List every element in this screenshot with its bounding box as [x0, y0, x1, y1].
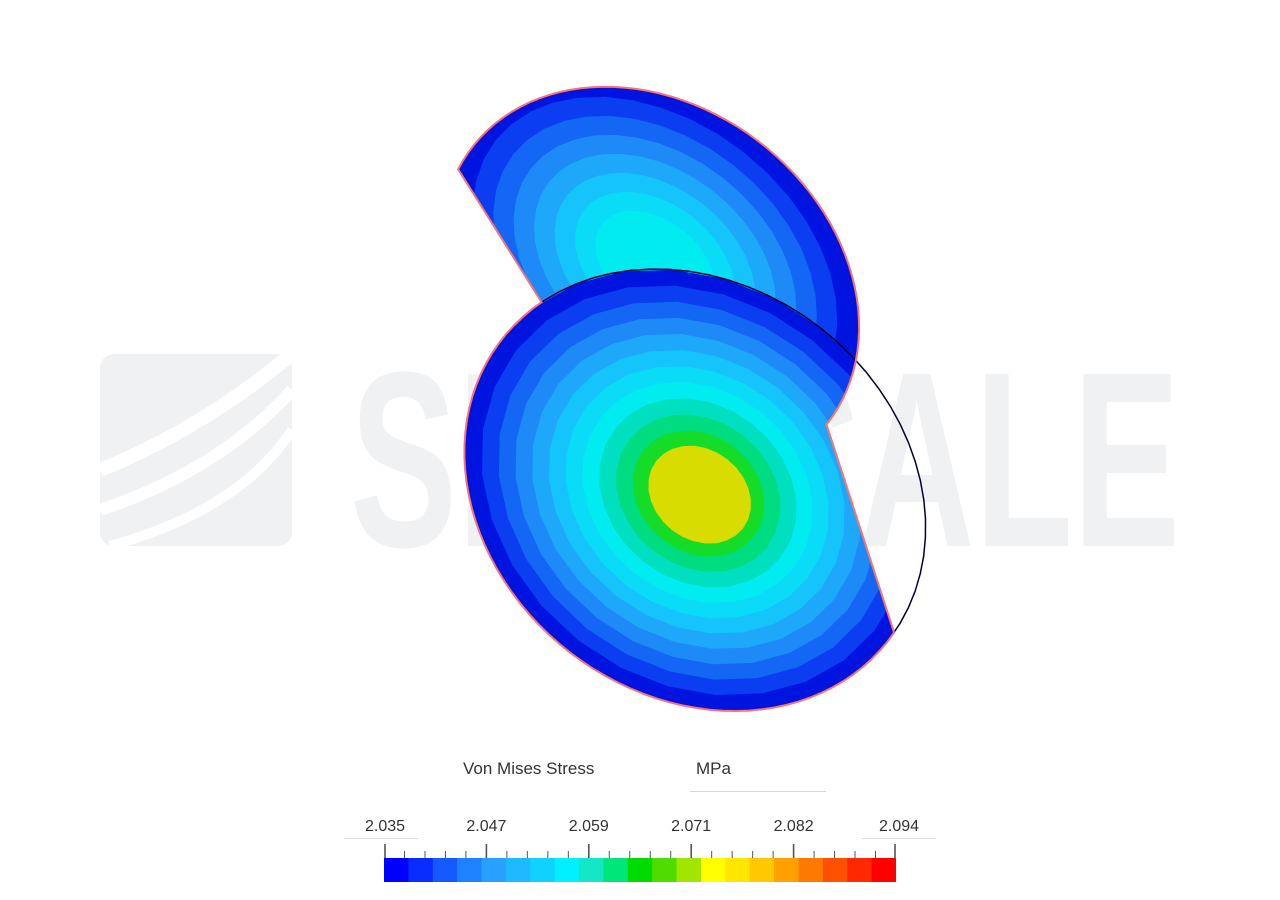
- color-swatch: [725, 858, 751, 882]
- color-swatch: [579, 858, 604, 882]
- color-swatch: [554, 858, 580, 882]
- color-swatch: [822, 858, 848, 882]
- color-swatch: [457, 858, 483, 882]
- legend-tick-label: 2.071: [671, 818, 712, 835]
- color-swatch: [505, 858, 531, 882]
- color-swatch: [627, 858, 653, 882]
- color-swatch: [408, 858, 434, 882]
- color-swatch: [384, 858, 409, 882]
- color-swatch: [798, 858, 824, 882]
- color-swatch: [871, 858, 896, 882]
- legend-tick-label: 2.059: [568, 818, 609, 835]
- min-label-underline: [344, 838, 418, 839]
- legend-field-label: Von Mises Stress: [463, 759, 595, 778]
- color-swatch: [481, 858, 507, 882]
- legend-tick-label: 2.035: [364, 818, 406, 835]
- max-label-underline: [862, 838, 936, 839]
- model-outline: [456, 85, 896, 713]
- color-swatch: [774, 858, 799, 882]
- face-edge-line: [483, 268, 927, 665]
- contour-band: [648, 445, 751, 544]
- color-swatch: [652, 858, 678, 882]
- legend-unit[interactable]: MPa: [696, 759, 731, 778]
- color-swatch: [847, 858, 873, 882]
- legend-tick-label: 2.047: [466, 818, 507, 835]
- cylinder-end-face: [465, 269, 895, 711]
- color-swatch: [603, 858, 629, 882]
- color-swatch: [676, 858, 702, 882]
- legend-tick-label: 2.094: [878, 818, 920, 835]
- color-swatch: [700, 858, 726, 882]
- legend-tick-label: 2.082: [773, 818, 814, 835]
- color-scale-bar: [384, 844, 896, 882]
- unit-selector-underline: [690, 791, 826, 792]
- color-swatch: [749, 858, 775, 882]
- color-swatch: [530, 858, 556, 882]
- color-swatch: [432, 858, 458, 882]
